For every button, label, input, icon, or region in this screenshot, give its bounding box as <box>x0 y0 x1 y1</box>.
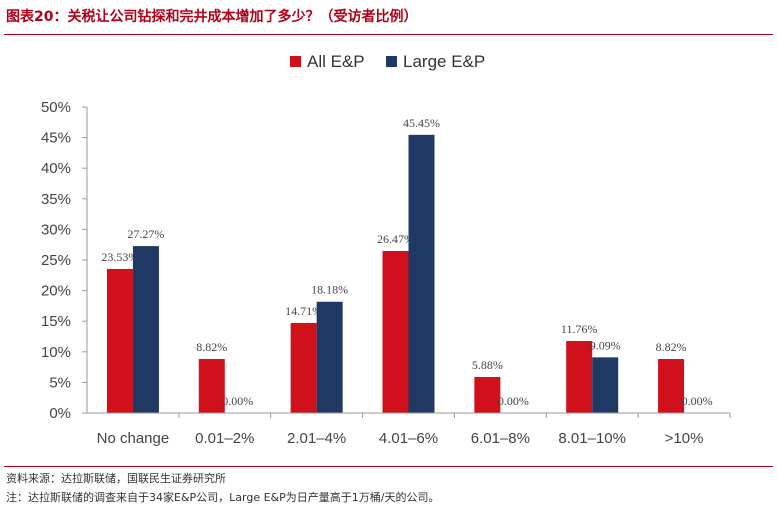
footnote: 注：达拉斯联储的调查来自于34家E&P公司，Large E&P为日产量高于1万桶… <box>6 491 440 504</box>
data-label: 0.00% <box>498 394 529 408</box>
data-label: 0.00% <box>682 394 713 408</box>
y-tick-label: 45% <box>41 130 71 147</box>
x-tick-label: No change <box>97 430 170 447</box>
data-label: 8.82% <box>656 340 687 354</box>
y-axis: 0% 5% 10% 15% 20% 25% 30% 35% 40% 45% 50% <box>41 99 88 422</box>
chart-title: 图表20：关税让公司钻探和完井成本增加了多少？（受访者比例） <box>6 9 418 25</box>
x-tick-label: 0.01–2% <box>195 430 254 447</box>
bar-all-ep <box>198 359 225 413</box>
legend-swatch <box>290 56 301 67</box>
y-tick-label: 0% <box>49 405 71 422</box>
legend-swatch <box>386 56 397 67</box>
x-axis: No change 0.01–2% 2.01–4% 4.01–6% 6.01–8% 8.0… <box>87 412 731 447</box>
x-tick-label: 4.01–6% <box>379 430 438 447</box>
bar-all-ep <box>382 251 409 413</box>
data-label: 45.45% <box>403 116 440 130</box>
top-rule <box>4 34 773 35</box>
bars: 23.53% 8.82% 14.71% 26.47% 5.88% 11.76% 8.82% 2… <box>101 116 713 413</box>
data-label: 8.82% <box>196 340 227 354</box>
data-label: 9.09% <box>590 338 621 352</box>
bar-large-ep <box>132 246 159 413</box>
x-tick-label: 2.01–4% <box>287 430 346 447</box>
data-label: 5.88% <box>472 358 503 372</box>
bar-all-ep <box>658 359 685 413</box>
bar-all-ep <box>106 268 133 413</box>
source-note: 资料来源：达拉斯联储，国联民生证券研究所 <box>6 472 226 485</box>
data-label: 23.53% <box>101 250 138 264</box>
data-label: 27.27% <box>127 227 164 241</box>
y-tick-label: 15% <box>41 313 71 330</box>
y-tick-label: 25% <box>41 252 71 269</box>
y-tick-label: 20% <box>41 283 71 300</box>
y-tick-label: 5% <box>49 374 71 391</box>
y-tick-label: 35% <box>41 191 71 208</box>
bar-all-ep <box>566 341 593 413</box>
bar-large-ep <box>592 357 619 413</box>
data-label: 0.00% <box>222 394 253 408</box>
y-tick-label: 50% <box>41 99 71 116</box>
y-tick-label: 10% <box>41 344 71 361</box>
bar-large-ep <box>408 134 435 413</box>
y-tick-label: 40% <box>41 160 71 177</box>
bottom-rule <box>4 466 773 467</box>
x-tick-label: 6.01–8% <box>471 430 530 447</box>
x-tick-label: >10% <box>665 430 704 447</box>
data-label: 14.71% <box>285 304 322 318</box>
y-tick-label: 30% <box>41 221 71 238</box>
legend-label: All E&P <box>307 52 365 71</box>
data-label: 18.18% <box>311 283 348 297</box>
legend: All E&P Large E&P <box>290 52 485 71</box>
legend-label: Large E&P <box>403 52 485 71</box>
bar-all-ep <box>290 322 317 413</box>
data-label: 26.47% <box>377 232 414 246</box>
bar-large-ep <box>316 301 343 413</box>
x-tick-label: 8.01–10% <box>558 430 626 447</box>
bar-all-ep <box>474 377 501 413</box>
data-label: 11.76% <box>561 322 598 336</box>
bar-chart: All E&P Large E&P 0% 5% 10% 15% 20% 25% 30% 35% 4… <box>41 52 731 447</box>
